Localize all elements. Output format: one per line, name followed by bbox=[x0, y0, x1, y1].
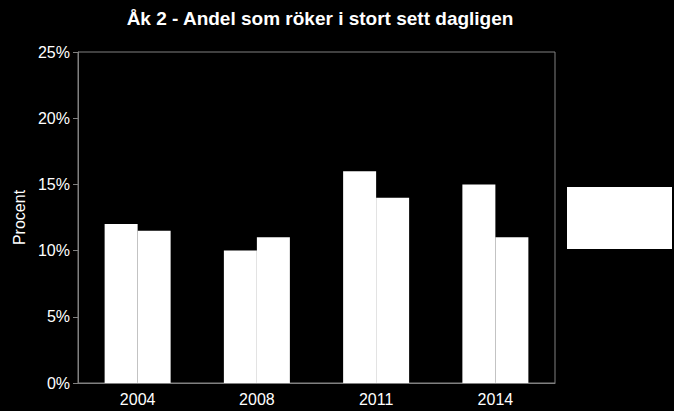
svg-text:5%: 5% bbox=[47, 308, 70, 325]
svg-text:Åk 2 - Andel som röker i stort: Åk 2 - Andel som röker i stort sett dagl… bbox=[127, 8, 514, 29]
svg-text:25%: 25% bbox=[38, 44, 70, 61]
svg-text:2011: 2011 bbox=[359, 391, 394, 408]
svg-text:20%: 20% bbox=[38, 110, 70, 127]
svg-text:0%: 0% bbox=[47, 375, 70, 392]
svg-text:10%: 10% bbox=[38, 242, 70, 259]
svg-text:15%: 15% bbox=[38, 176, 70, 193]
svg-text:2014: 2014 bbox=[478, 391, 514, 408]
svg-text:Procent: Procent bbox=[11, 189, 28, 245]
svg-text:2004: 2004 bbox=[120, 391, 156, 408]
svg-text:2008: 2008 bbox=[239, 391, 275, 408]
